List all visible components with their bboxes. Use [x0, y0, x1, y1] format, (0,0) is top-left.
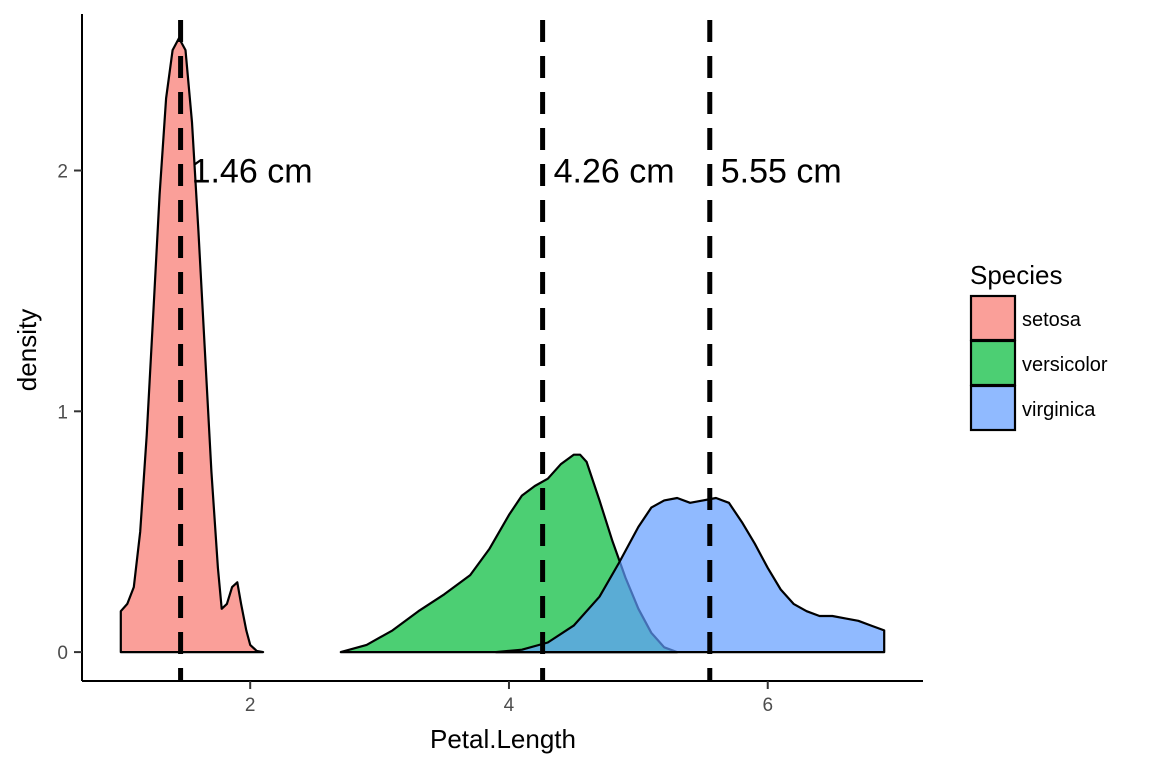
- mean-label-versicolor: 4.26 cm: [554, 153, 675, 191]
- legend-swatch-virginica: [969, 384, 1017, 432]
- density-areas: [119, 37, 886, 654]
- x-tick-label: 6: [762, 695, 773, 716]
- y-tick-label: 2: [57, 162, 68, 183]
- y-axis-label: density: [12, 309, 42, 391]
- mean-label-setosa: 1.46 cm: [192, 153, 313, 191]
- y-tick-label: 0: [57, 643, 68, 664]
- mean-label-virginica: 5.55 cm: [721, 153, 842, 191]
- x-ticks: 2 4 6: [245, 681, 773, 716]
- x-axis-label: Petal.Length: [430, 724, 576, 754]
- legend-title: Species: [970, 260, 1063, 290]
- axes: [81, 14, 923, 682]
- legend-swatch-versicolor: [969, 339, 1017, 387]
- y-ticks: 0 1 2: [57, 162, 82, 664]
- legend-label-virginica: virginica: [1022, 399, 1096, 421]
- legend-swatch-setosa: [969, 294, 1017, 342]
- legend-label-setosa: setosa: [1022, 309, 1082, 331]
- density-area-virginica: [494, 496, 886, 654]
- x-tick-label: 4: [504, 695, 515, 716]
- density-area-setosa: [119, 37, 265, 654]
- legend-label-versicolor: versicolor: [1022, 354, 1108, 376]
- mean-lines: 1.46 cm 4.26 cm 5.55 cm: [178, 20, 842, 681]
- legend: Species setosa versicolor virginica: [969, 260, 1108, 432]
- x-tick-label: 2: [245, 695, 256, 716]
- y-tick-label: 1: [57, 402, 68, 423]
